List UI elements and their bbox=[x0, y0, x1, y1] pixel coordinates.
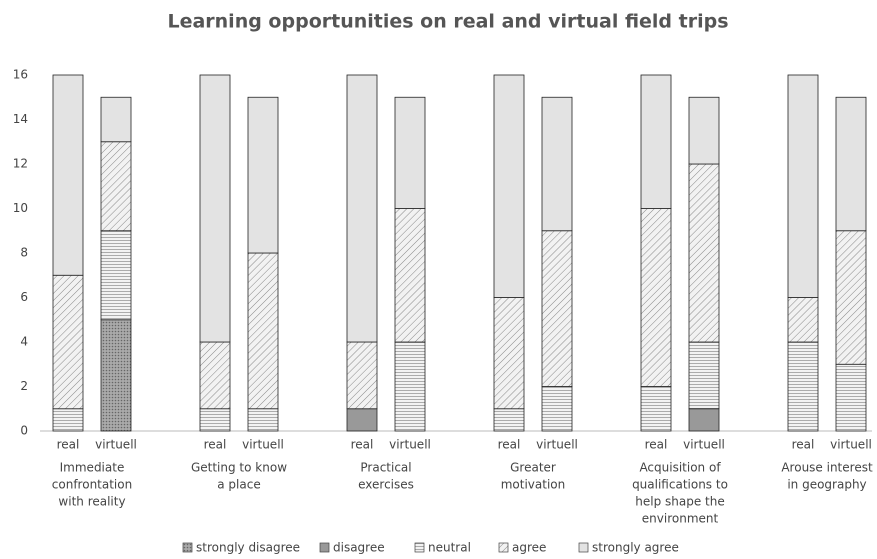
legend-label: agree bbox=[512, 541, 546, 555]
x-tick-label: virtuell bbox=[830, 438, 872, 452]
group-label: confrontation bbox=[52, 478, 132, 492]
y-tick-label: 8 bbox=[20, 246, 28, 260]
group-label: Getting to know bbox=[191, 461, 287, 475]
group-label: Immediate bbox=[60, 461, 125, 475]
group-label: exercises bbox=[358, 478, 414, 492]
bar-segment bbox=[247, 252, 279, 410]
group-label: Arouse interest bbox=[781, 461, 873, 475]
y-tick-label: 6 bbox=[20, 290, 28, 304]
bar-segment bbox=[100, 141, 132, 232]
bar-segment bbox=[835, 230, 867, 365]
bar-segment bbox=[394, 341, 426, 432]
legend-swatch bbox=[414, 542, 425, 553]
bar-segment bbox=[493, 297, 525, 410]
bar-segment bbox=[199, 341, 231, 410]
group-label: motivation bbox=[501, 478, 566, 492]
chart-title: Learning opportunities on real and virtu… bbox=[167, 11, 728, 33]
bar-segment bbox=[541, 230, 573, 387]
bar-segment bbox=[688, 163, 720, 343]
bar-segment bbox=[541, 386, 573, 432]
bar-segment bbox=[100, 96, 132, 143]
bar-segment bbox=[52, 274, 84, 410]
bar-segment bbox=[835, 96, 867, 232]
bar-segment bbox=[394, 96, 426, 209]
bar-segment bbox=[688, 408, 720, 432]
group-label: in geography bbox=[787, 478, 866, 492]
bar-segment bbox=[688, 96, 720, 165]
x-tick-label: virtuell bbox=[389, 438, 431, 452]
bar-segment bbox=[52, 74, 84, 276]
y-tick-label: 0 bbox=[20, 424, 28, 438]
x-tick-label: real bbox=[792, 438, 815, 452]
bar-segment bbox=[247, 96, 279, 254]
group-label: qualifications to bbox=[632, 478, 728, 492]
group-label: a place bbox=[217, 478, 260, 492]
bar-segment bbox=[541, 96, 573, 232]
bar-segment bbox=[787, 297, 819, 343]
bar-segment bbox=[346, 341, 378, 410]
x-tick-label: real bbox=[645, 438, 668, 452]
bar-segment bbox=[640, 74, 672, 209]
bar-segment bbox=[688, 341, 720, 410]
legend-label: strongly agree bbox=[592, 541, 679, 555]
legend-label: neutral bbox=[428, 541, 471, 555]
x-tick-label: virtuell bbox=[95, 438, 137, 452]
bar-segment bbox=[346, 408, 378, 432]
y-tick-label: 10 bbox=[13, 201, 28, 215]
legend-label: strongly disagree bbox=[196, 541, 300, 555]
bar-segment bbox=[640, 208, 672, 387]
bar-segment bbox=[835, 363, 867, 432]
legend-swatch bbox=[578, 542, 589, 553]
group-label: with reality bbox=[58, 495, 125, 509]
group-label: Practical bbox=[360, 461, 411, 475]
y-tick-label: 14 bbox=[13, 112, 28, 126]
bar-segment bbox=[199, 408, 231, 432]
bar-segment bbox=[52, 408, 84, 432]
bar-segment bbox=[394, 208, 426, 343]
group-label: environment bbox=[642, 512, 719, 526]
y-tick-label: 16 bbox=[13, 68, 28, 82]
bar-segment bbox=[199, 74, 231, 343]
x-tick-label: virtuell bbox=[536, 438, 578, 452]
group-label: help shape the bbox=[635, 495, 724, 509]
bar-segment bbox=[100, 319, 132, 432]
x-tick-label: real bbox=[351, 438, 374, 452]
legend-swatch bbox=[498, 542, 509, 553]
bar-segment bbox=[100, 230, 132, 321]
group-label: Acquisition of bbox=[639, 461, 721, 475]
y-tick-label: 12 bbox=[13, 157, 28, 171]
group-label: Greater bbox=[510, 461, 556, 475]
bar-segment bbox=[787, 74, 819, 298]
legend-label: disagree bbox=[333, 541, 385, 555]
bar-segment bbox=[787, 341, 819, 432]
bar-segment bbox=[247, 408, 279, 432]
legend-swatch bbox=[182, 542, 193, 553]
x-tick-label: virtuell bbox=[683, 438, 725, 452]
x-tick-label: real bbox=[498, 438, 521, 452]
bar-segment bbox=[493, 74, 525, 298]
bar-segment bbox=[640, 386, 672, 432]
y-tick-label: 2 bbox=[20, 379, 28, 393]
bar-segment bbox=[346, 74, 378, 343]
x-tick-label: real bbox=[57, 438, 80, 452]
x-tick-label: real bbox=[204, 438, 227, 452]
legend-swatch bbox=[319, 542, 330, 553]
bar-segment bbox=[493, 408, 525, 432]
y-tick-label: 4 bbox=[20, 335, 28, 349]
x-tick-label: virtuell bbox=[242, 438, 284, 452]
